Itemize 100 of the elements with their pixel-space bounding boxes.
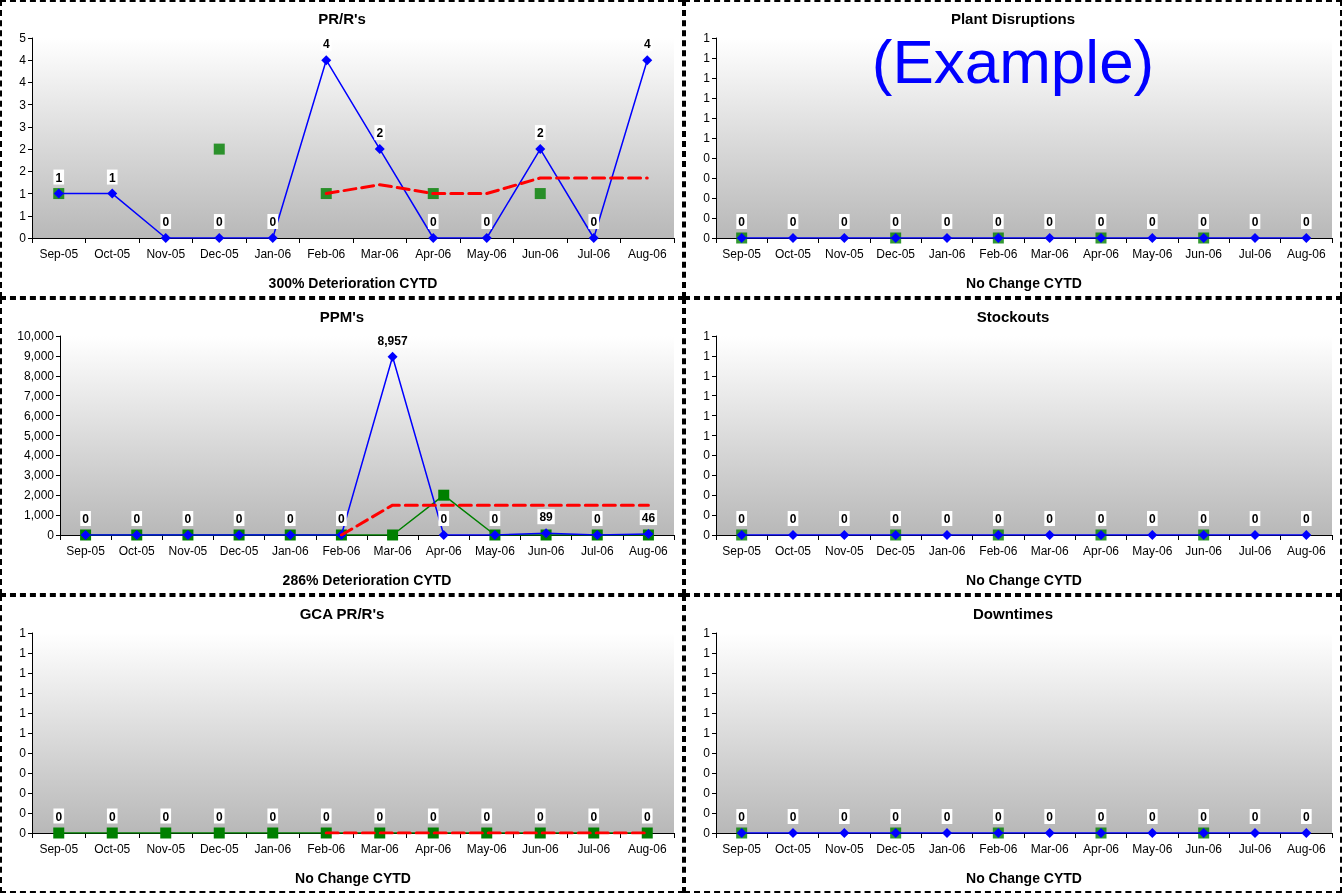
y-tick-label: 9,000 xyxy=(23,348,55,363)
y-tick-label: 8,000 xyxy=(23,368,55,383)
data-label: 0 xyxy=(1302,215,1310,229)
x-tick-label: Nov-05 xyxy=(824,544,864,558)
data-label: 0 xyxy=(1046,810,1054,824)
x-tick-label: Jan-06 xyxy=(254,247,292,261)
y-tick-label: 4,000 xyxy=(23,448,55,463)
data-label: 0 xyxy=(322,809,330,824)
x-tick-label: Jun-06 xyxy=(1185,842,1223,856)
x-axis-title: No Change CYTD xyxy=(966,572,1082,588)
y-tick-label: 1 xyxy=(703,626,711,640)
y-tick-label: 1 xyxy=(703,91,711,105)
x-tick-label: Jul-06 xyxy=(580,544,614,558)
y-tick-label: 3 xyxy=(19,119,27,134)
y-tick-label: 1 xyxy=(703,706,711,720)
y-tick-label: 1 xyxy=(703,329,711,343)
data-label: 0 xyxy=(1251,810,1259,824)
x-tick-label: Apr-06 xyxy=(415,247,452,261)
x-tick-label: Feb-06 xyxy=(307,842,346,856)
data-label: 0 xyxy=(1251,215,1259,229)
x-tick-label: Jul-06 xyxy=(1238,842,1272,856)
x-tick-label: Oct-05 xyxy=(774,842,812,856)
y-tick-label: 0 xyxy=(703,746,711,760)
point xyxy=(642,55,653,66)
x-tick-label: Mar-06 xyxy=(1030,247,1069,261)
x-tick-label: Dec-05 xyxy=(199,842,239,856)
data-label: 0 xyxy=(162,215,170,229)
y-tick-label: 0 xyxy=(703,508,711,523)
data-label: 0 xyxy=(133,512,141,526)
data-label: 0 xyxy=(1148,810,1156,824)
x-tick-label: Apr-06 xyxy=(1082,842,1120,856)
point xyxy=(321,55,332,66)
data-label: 0 xyxy=(643,809,651,824)
point xyxy=(267,233,278,243)
point xyxy=(428,233,439,243)
x-tick-label: Jan-06 xyxy=(928,544,966,558)
x-tick-label: Jun-06 xyxy=(521,247,559,261)
data-label: 0 xyxy=(1148,512,1156,526)
y-tick-label: 1,000 xyxy=(23,508,55,523)
y-tick-label: 0 xyxy=(19,746,27,760)
y-tick-label: 10,000 xyxy=(17,329,55,343)
x-tick-label: Jan-06 xyxy=(254,842,292,856)
x-tick-label: Dec-05 xyxy=(219,544,259,558)
x-tick-label: Apr-06 xyxy=(1082,247,1120,261)
x-tick-label: Jan-06 xyxy=(928,247,966,261)
x-axis-title: No Change CYTD xyxy=(295,870,411,886)
y-tick-label: 0 xyxy=(703,786,711,800)
y-tick-label: 1 xyxy=(19,686,27,700)
x-tick-label: Sep-05 xyxy=(722,842,762,856)
y-tick-label: 0 xyxy=(703,211,711,225)
y-tick-label: 0 xyxy=(703,448,711,463)
y-tick-label: 0 xyxy=(703,766,711,780)
data-label: 0 xyxy=(1097,810,1105,824)
data-label: 0 xyxy=(738,215,746,229)
x-tick-label: May-06 xyxy=(1132,247,1173,261)
point xyxy=(535,144,546,155)
x-tick-label: May-06 xyxy=(1132,842,1173,856)
y-tick-label: 0 xyxy=(703,806,711,820)
data-label: 0 xyxy=(994,512,1002,526)
data-label: 0 xyxy=(269,215,277,229)
y-tick-label: 4 xyxy=(19,75,27,90)
x-tick-label: Feb-06 xyxy=(322,544,361,558)
x-tick-label: Sep-05 xyxy=(39,247,79,261)
data-label: 0 xyxy=(1200,512,1208,526)
y-tick-label: 1 xyxy=(19,666,27,680)
y-tick-label: 1 xyxy=(703,348,711,363)
x-tick-label: Nov-05 xyxy=(146,247,186,261)
x-tick-label: Jan-06 xyxy=(271,544,309,558)
y-tick-label: 1 xyxy=(19,706,27,720)
x-tick-label: May-06 xyxy=(466,247,508,261)
x-tick-label: Nov-05 xyxy=(824,247,864,261)
x-axis-title: No Change CYTD xyxy=(966,275,1082,291)
x-tick-label: Apr-06 xyxy=(415,842,452,856)
x-tick-label: May-06 xyxy=(474,544,516,558)
y-tick-label: 6,000 xyxy=(23,408,55,423)
data-label: 0 xyxy=(235,512,243,526)
chart-title: Stockouts xyxy=(976,308,1050,325)
y-tick-label: 1 xyxy=(703,428,711,443)
y-tick-label: 1 xyxy=(19,186,27,201)
data-label: 0 xyxy=(738,810,746,824)
x-tick-label: Nov-05 xyxy=(146,842,186,856)
chart-title: Downtimes xyxy=(972,605,1054,622)
x-tick-label: May-06 xyxy=(1132,544,1173,558)
x-tick-label: Jul-06 xyxy=(1238,247,1272,261)
y-tick-label: 0 xyxy=(703,468,711,483)
data-label: 0 xyxy=(429,215,437,229)
y-tick-label: 0 xyxy=(703,528,711,542)
y-tick-label: 1 xyxy=(703,131,711,145)
x-tick-label: Oct-05 xyxy=(774,544,812,558)
y-tick-label: 0 xyxy=(47,528,55,542)
data-label: 4 xyxy=(322,37,330,52)
data-label: 0 xyxy=(483,215,491,229)
y-tick-label: 0 xyxy=(19,806,27,820)
y-tick-label: 1 xyxy=(703,408,711,423)
data-label: 4 xyxy=(643,37,651,52)
x-tick-label: Feb-06 xyxy=(307,247,346,261)
x-axis-title: 286% Deterioration CYTD xyxy=(282,572,452,588)
data-label: 0 xyxy=(1148,215,1156,229)
chart-title: GCA PR/R's xyxy=(299,605,385,622)
data-label: 0 xyxy=(943,810,951,824)
